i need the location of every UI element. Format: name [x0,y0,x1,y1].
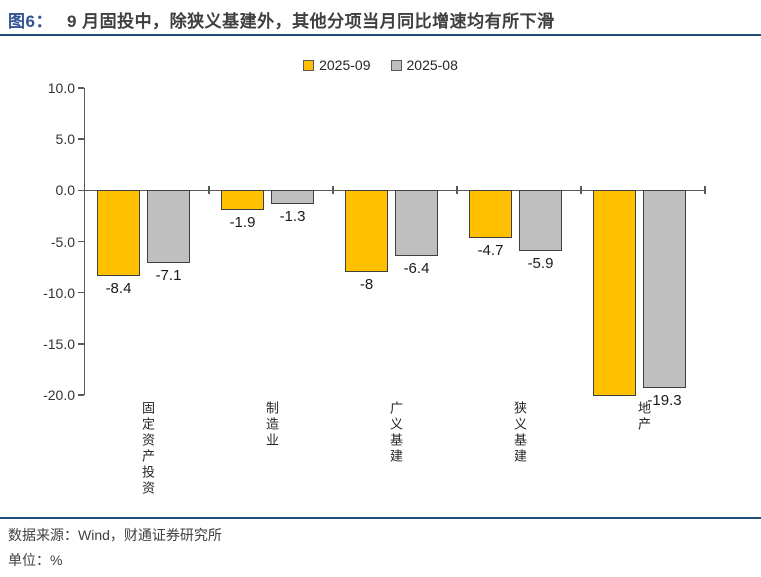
bar-value-label: -7.1 [155,266,182,284]
category-axis-tick [704,186,706,195]
title-divider [0,34,761,36]
figure-number: 图6： [8,12,53,31]
bar-2025-08-固定资产投资 [147,190,190,263]
legend-label: 2025-08 [406,57,458,73]
category-label-固定资产投资: 固定资产投资 [139,401,154,497]
bar-2025-08-地产 [643,190,686,388]
bar-value-label: -4.7 [477,242,504,260]
legend-item-2025-09: 2025-09 [303,57,371,73]
category-axis-tick [208,186,210,195]
legend-swatch-gray [390,59,402,71]
y-axis-tick [78,189,84,192]
bar-2025-09-制造业 [221,190,264,210]
bar-value-label: -8 [359,276,374,294]
y-axis-label: 10.0 [47,80,75,96]
bar-2025-08-广义基建 [395,190,438,256]
y-axis-tick [78,343,84,345]
unit-line: 单位：% [8,552,63,568]
bar-value-label: -19.3 [647,391,682,409]
y-axis-tick [78,87,84,89]
bar-2025-09-广义基建 [345,190,388,273]
data-source-line: 数据来源：Wind，财通证券研究所 [8,527,222,543]
y-axis-line [83,88,85,395]
figure-title: 图6： 9 月固投中，除狭义基建外，其他分项当月同比增速均有所下滑 [8,7,753,32]
bar-2025-09-狭义基建 [469,190,512,239]
bar-value-label: -1.9 [229,213,256,231]
y-axis-tick [78,240,84,243]
bar-2025-09-固定资产投资 [97,190,140,277]
category-label-制造业: 制造业 [263,401,278,449]
legend-label: 2025-09 [319,57,371,73]
category-label-广义基建: 广义基建 [387,401,402,465]
chart-legend: 2025-09 2025-08 [0,57,761,73]
category-axis-tick [580,186,582,195]
bar-value-label: -5.9 [527,254,554,272]
bar-2025-09-地产 [593,190,636,397]
y-axis-tick [78,138,84,140]
y-axis-label: 0.0 [55,182,75,199]
y-axis-label: -5.0 [50,233,75,250]
category-axis-tick [332,186,334,195]
bar-value-label: -8.4 [105,280,132,298]
y-axis-label: -15.0 [43,335,75,352]
figure-title-text: 9 月固投中，除狭义基建外，其他分项当月同比增速均有所下滑 [66,12,555,31]
category-axis-tick [456,186,458,195]
y-axis-label: -20.0 [43,387,75,403]
y-axis-label: -10.0 [43,284,75,301]
bar-value-label: -1.3 [279,207,306,225]
bar-2025-08-制造业 [271,190,314,204]
y-axis-tick [78,291,84,294]
category-label-狭义基建: 狭义基建 [511,401,526,465]
bar-2025-08-狭义基建 [519,190,562,251]
legend-swatch-yellow [303,59,315,71]
bar-value-label: -6.4 [403,259,430,277]
y-axis-tick [78,394,84,396]
y-axis-label: 5.0 [55,131,75,148]
category-label-地产: 地产 [635,401,650,433]
legend-item-2025-08: 2025-08 [390,57,458,73]
footer-divider [0,517,761,519]
